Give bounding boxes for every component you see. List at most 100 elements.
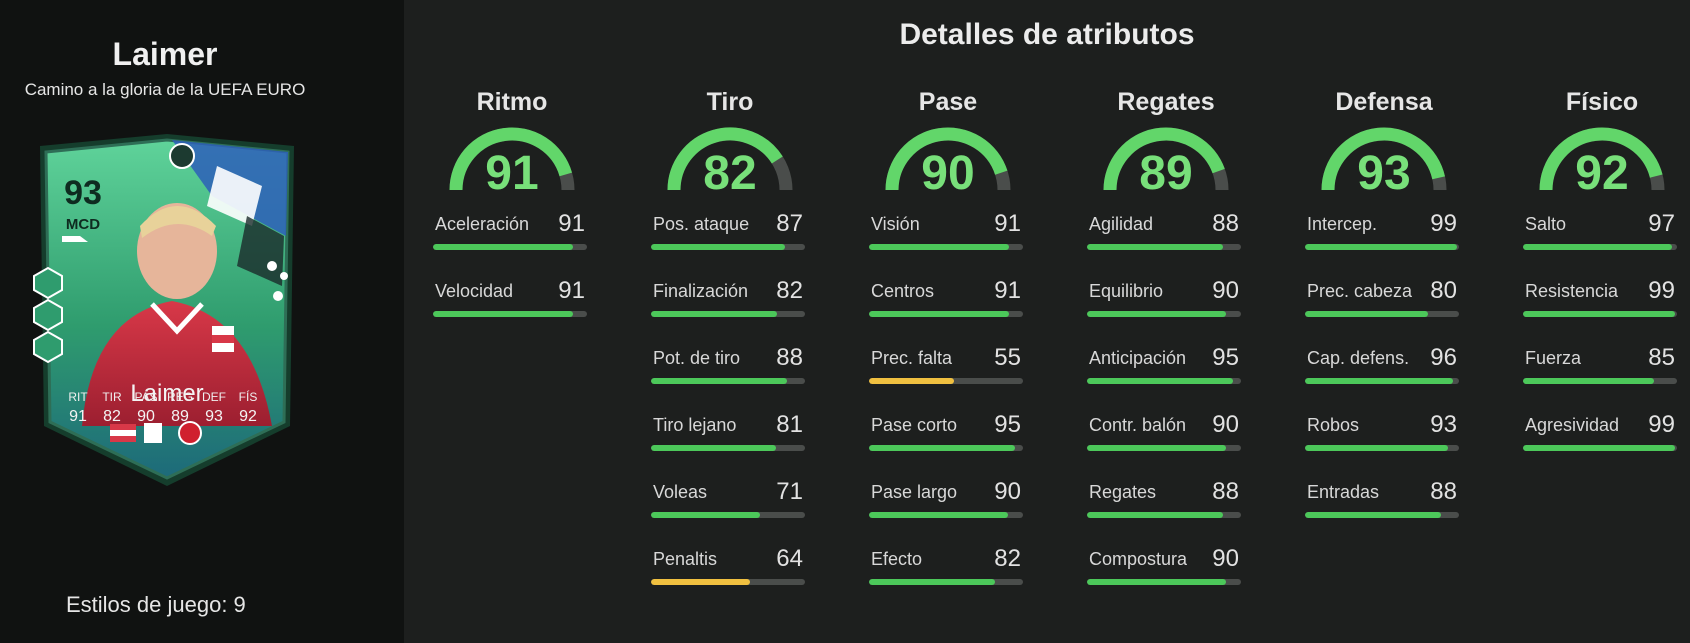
attribute-value: 91 [994,210,1021,237]
category-value: 92 [1575,147,1629,200]
attribute-bar [869,311,1023,317]
category-gauge: 90 [869,122,1027,202]
attribute-row: Prec. cabeza 80 [1305,269,1461,336]
attribute-row: Anticipación 95 [1087,336,1243,403]
attribute-bar [869,579,1023,585]
attribute-name: Tiro lejano [653,415,737,435]
attribute-bar-fill [1305,244,1458,250]
attribute-row: Tiro lejano 81 [651,403,807,470]
attribute-bar-fill [433,244,574,250]
attribute-row: Resistencia 99 [1523,269,1679,336]
attribute-name: Aceleración [435,214,530,234]
card-stat-rit: RIT 91 [62,390,94,426]
attribute-bar-fill [1523,311,1676,317]
stat-abbr: REG [166,390,193,404]
attribute-bar [651,378,805,384]
attribute-row: Contr. balón 90 [1087,403,1243,470]
attribute-name: Prec. cabeza [1307,281,1413,301]
attribute-name: Compostura [1089,549,1188,569]
card-stat-fis: FÍS 92 [232,390,264,426]
category-name: Ritmo [476,88,548,116]
attribute-bar-fill [869,244,1010,250]
stat-value: 92 [239,408,257,425]
attribute-name: Anticipación [1089,348,1187,368]
attribute-row: Robos 93 [1305,403,1461,470]
attribute-bar [1305,311,1459,317]
category-gauge: 89 [1087,122,1245,202]
attribute-row: Salto 97 [1523,202,1679,269]
category-name: Tiro [706,88,754,116]
card-player-name: Laimer [130,380,204,407]
player-card[interactable]: 93 MCD Laimer RIT 91 TIR 82 PAS 90 REG 8… [22,126,312,496]
attribute-name: Efecto [871,549,923,569]
attribute-value: 90 [1212,545,1239,572]
category-name: Defensa [1335,88,1433,116]
attribute-value: 91 [558,277,585,304]
gauge-arc [1321,127,1447,191]
attribute-name: Prec. falta [871,348,953,368]
attribute-value: 99 [1648,277,1675,304]
attribute-bar [651,445,805,451]
attribute-row: Aceleración 91 [433,202,589,269]
attribute-row: Compostura 90 [1087,537,1243,604]
playstyles-count[interactable]: Estilos de juego: 9 [66,592,246,617]
attribute-bar-fill [869,512,1008,518]
category-físico: Físico 92 Salto 97 Resistencia 99 Fuerza 85 Agre… [1523,86,1681,470]
attribute-name: Cap. defens. [1307,348,1410,368]
attribute-bar-fill [1305,512,1441,518]
attribute-row: Pase largo 90 [869,470,1025,537]
stat-abbr: DEF [202,390,226,404]
attribute-name: Salto [1525,214,1567,234]
attribute-row: Voleas 71 [651,470,807,537]
attribute-bar-fill [1087,445,1226,451]
attribute-bar [1087,378,1241,384]
gauge-arc [449,127,575,191]
attribute-row: Visión 91 [869,202,1025,269]
attribute-value: 85 [1648,344,1675,371]
gauge-fill [449,127,573,191]
gauge-fill [1103,127,1225,191]
card-stat-def: DEF 93 [198,390,230,426]
stat-value: 90 [137,408,155,425]
category-gauge: 91 [433,122,591,202]
attribute-bar [869,445,1023,451]
player-panel: Laimer Camino a la gloria de la UEFA EUR… [0,0,404,643]
attribute-bar-fill [651,311,778,317]
attribute-value: 87 [776,210,803,237]
attribute-value: 99 [1648,411,1675,438]
attribute-bar-fill [1087,378,1234,384]
attribute-row: Entradas 88 [1305,470,1461,537]
attribute-name: Voleas [653,482,708,502]
attribute-value: 91 [994,277,1021,304]
attribute-name: Intercep. [1307,214,1378,234]
attribute-bar-fill [433,311,574,317]
attribute-value: 55 [994,344,1021,371]
attribute-name: Resistencia [1525,281,1619,301]
attribute-bar-fill [1087,512,1223,518]
attribute-name: Penaltis [653,549,718,569]
stat-value: 82 [103,408,121,425]
attribute-name: Pot. de tiro [653,348,741,368]
gauge-fill [667,127,783,191]
attribute-bar [433,311,587,317]
attribute-bar [1523,244,1677,250]
card-stat-pas: PAS 90 [130,390,162,426]
card-position: MCD [65,216,101,233]
attribute-value: 91 [558,210,585,237]
category-value: 89 [1139,147,1193,200]
attribute-bar-fill [1087,244,1223,250]
attribute-value: 97 [1648,210,1675,237]
card-background [33,134,294,486]
attribute-name: Pos. ataque [653,214,750,234]
attribute-bar-fill [651,378,787,384]
attribute-row: Finalización 82 [651,269,807,336]
attribute-bar [651,579,805,585]
attribute-value: 82 [994,545,1021,572]
attribute-name: Agresividad [1525,415,1620,435]
category-gauge: 93 [1305,122,1463,202]
attribute-name: Entradas [1307,482,1380,502]
attribute-bar-fill [1523,378,1654,384]
stat-value: 93 [205,408,223,425]
attribute-bar [1087,445,1241,451]
attribute-row: Agilidad 88 [1087,202,1243,269]
